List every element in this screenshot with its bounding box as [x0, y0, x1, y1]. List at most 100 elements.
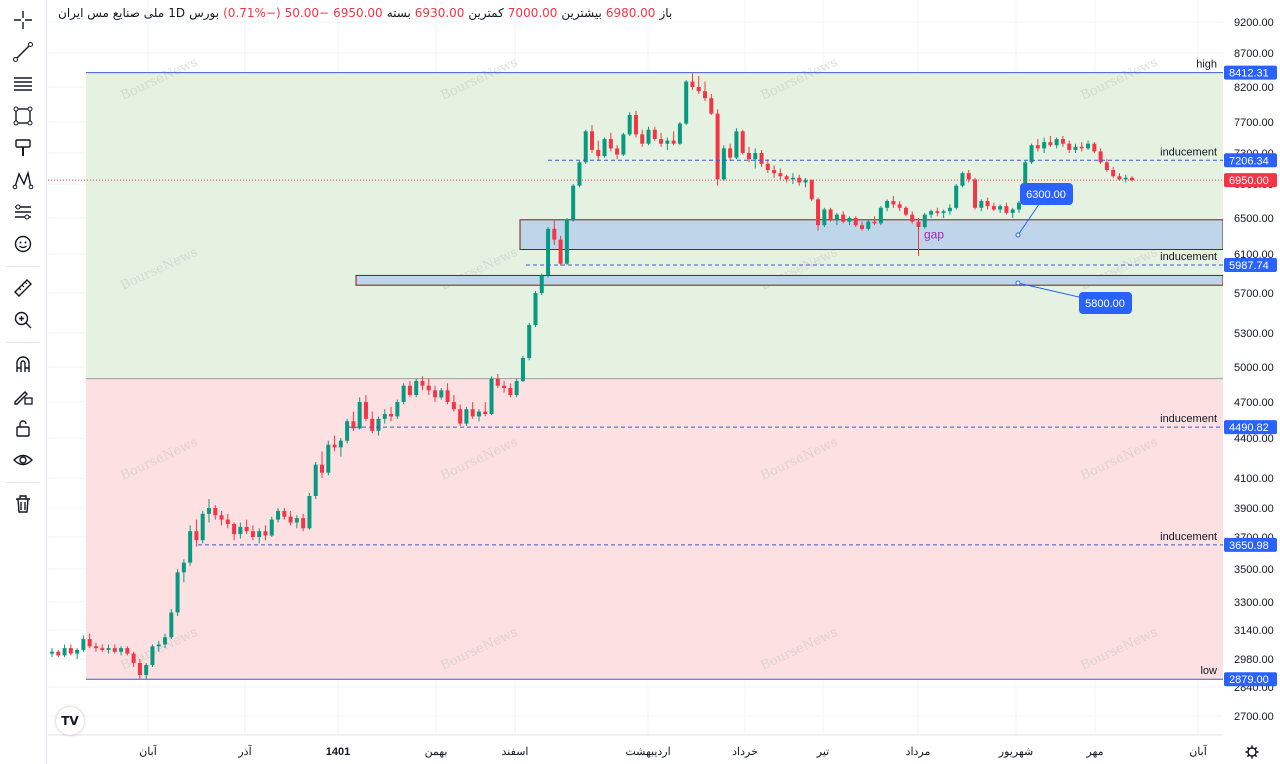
legend-high: 7000.00: [507, 6, 558, 20]
x-tick-label: آبان: [139, 745, 157, 758]
gap-box: [519, 219, 1224, 251]
candle-body: [903, 207, 908, 215]
candle-body: [294, 518, 299, 523]
y-tick-label: 5000.00: [1234, 362, 1274, 374]
y-tick-label: 8200.00: [1234, 82, 1274, 94]
trendline-icon[interactable]: [9, 38, 37, 66]
candle-body: [420, 381, 425, 386]
legend-change: −50.00: [284, 6, 330, 20]
emoji-icon[interactable]: [9, 230, 37, 258]
legend-exchange: بورس: [189, 6, 220, 20]
candle-body: [363, 402, 368, 419]
lock-icon[interactable]: [9, 414, 37, 442]
candle-body: [1079, 146, 1084, 149]
candle-body: [954, 185, 959, 208]
gear-icon[interactable]: [1245, 745, 1259, 759]
candle-body: [169, 612, 174, 638]
candle-body: [250, 531, 255, 537]
legend-close: 6950.00: [333, 6, 383, 20]
candle-body: [790, 177, 795, 180]
candle-body: [740, 131, 745, 153]
callout-label: 6300.00: [1026, 189, 1066, 201]
candle-body: [1060, 139, 1065, 144]
x-tick-label: آبان: [1189, 745, 1207, 758]
candle-body: [282, 510, 287, 517]
candle-body: [828, 209, 833, 220]
candle-body: [866, 221, 871, 229]
candle-body: [753, 153, 758, 160]
candle-body: [345, 421, 350, 441]
candle-body: [847, 218, 852, 222]
y-tick-label: 7700.00: [1234, 117, 1274, 129]
candle-body: [615, 148, 620, 155]
zoom-icon[interactable]: [9, 306, 37, 334]
y-tick-label: 4100.00: [1234, 473, 1274, 485]
price-badge: [1224, 173, 1277, 188]
candle-body: [1042, 142, 1047, 149]
candle-body: [433, 390, 438, 398]
forecast-icon[interactable]: [9, 198, 37, 226]
candle-body: [765, 163, 770, 171]
candle-body: [816, 199, 821, 226]
fib-icon[interactable]: [9, 70, 37, 98]
rectangle-icon[interactable]: [9, 102, 37, 130]
y-tick-label: 5700.00: [1234, 288, 1274, 300]
support-box: [355, 274, 1224, 286]
candle-body: [62, 648, 67, 656]
ruler-icon[interactable]: [9, 274, 37, 302]
candle-body: [276, 510, 281, 520]
level-label: inducement: [1160, 531, 1217, 543]
price-badge: [1224, 153, 1277, 168]
trash-icon[interactable]: [9, 490, 37, 518]
price-chart[interactable]: BourseNews BourseNews BourseNews BourseNews…: [48, 0, 1280, 764]
price-badge: [1224, 257, 1277, 272]
candle-body: [269, 519, 274, 536]
y-axis-bg: [1223, 0, 1280, 764]
candle-body: [144, 665, 149, 675]
candle-body: [489, 378, 494, 414]
drawing-toolbar: [0, 0, 47, 764]
price-badge-label: 7206.34: [1229, 155, 1269, 167]
candle-body: [476, 411, 481, 417]
candle-body: [558, 239, 563, 264]
candle-body: [596, 149, 601, 157]
x-tick-label: شهریور: [998, 746, 1033, 758]
candle-body: [313, 464, 318, 496]
x-tick-label: بهمن: [425, 746, 448, 758]
level-label: inducement: [1160, 251, 1217, 263]
pattern-icon[interactable]: [9, 166, 37, 194]
candle-body: [841, 214, 846, 222]
magnet-icon[interactable]: [9, 350, 37, 378]
candle-body: [734, 131, 739, 158]
candle-body: [929, 211, 934, 215]
level-label: inducement: [1160, 146, 1217, 158]
candle-body: [1004, 206, 1009, 213]
candle-body: [1111, 170, 1116, 177]
candle-body: [546, 228, 551, 276]
crosshair-icon[interactable]: [9, 6, 37, 34]
y-tick-label: 3140.00: [1234, 625, 1274, 637]
candle-body: [834, 214, 839, 220]
candle-body: [872, 221, 877, 224]
candle-body: [715, 113, 720, 180]
candle-body: [81, 639, 86, 650]
price-badge-label: 3650.98: [1229, 540, 1269, 552]
candle-body: [407, 385, 412, 395]
tradingview-logo[interactable]: TV: [56, 707, 84, 735]
candle-body: [759, 153, 764, 164]
candle-body: [194, 531, 199, 541]
eye-icon[interactable]: [9, 446, 37, 474]
candle-body: [703, 91, 708, 99]
callout-anchor: [1015, 232, 1021, 238]
pencil-lock-icon[interactable]: [9, 382, 37, 410]
candle-body: [219, 515, 224, 520]
candle-body: [1073, 146, 1078, 150]
symbol-legend: باز 6980.00 بیشترین 7000.00 کمترین 6930.00 …: [58, 6, 672, 20]
candle-body: [947, 207, 952, 212]
callout-box: [1079, 292, 1132, 314]
candle-body: [470, 409, 475, 417]
candle-body: [677, 123, 682, 144]
candle-body: [175, 572, 180, 613]
brush-icon[interactable]: [9, 134, 37, 162]
gap-label: gap: [924, 228, 944, 242]
